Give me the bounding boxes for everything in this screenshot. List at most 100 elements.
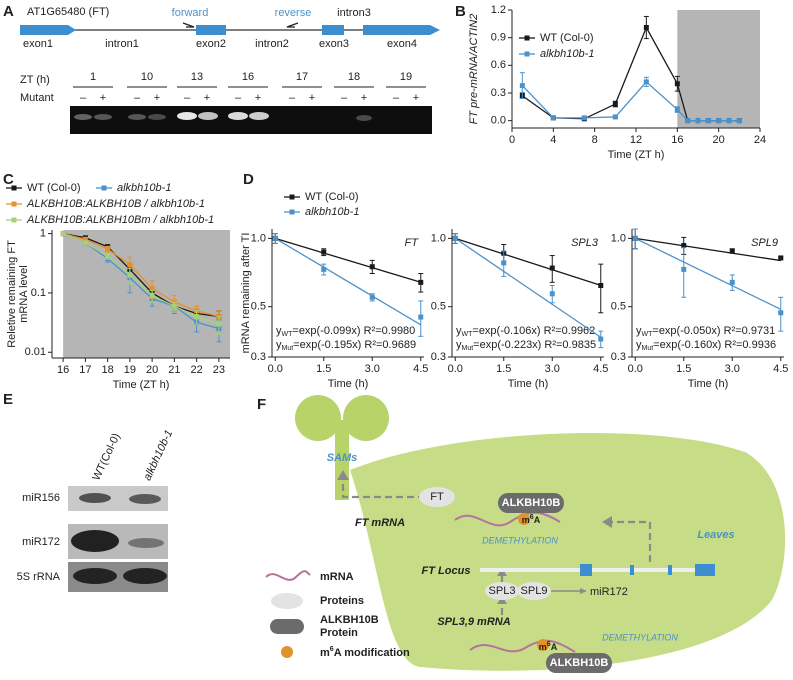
- y-axis-label: mRNA remaining after TI: [240, 233, 252, 354]
- legend-marker: [11, 201, 17, 207]
- row-label: miR172: [22, 536, 60, 548]
- legend-marker: [11, 185, 17, 191]
- intron-label: intron2: [255, 38, 289, 50]
- panel-label: C: [3, 171, 14, 188]
- data-point: [369, 294, 375, 300]
- data-point: [149, 285, 155, 291]
- legend-label: ALKBH10B:ALKBH10B / alkbh10b-1: [26, 198, 205, 210]
- label-part: A: [534, 515, 541, 525]
- label-part: 6: [547, 641, 551, 648]
- primer-arrow: [286, 22, 299, 28]
- band: [128, 114, 146, 120]
- composite-label: yWT=exp(-0.050x) R²=0.9731: [636, 325, 775, 338]
- data-point: [549, 291, 555, 297]
- panel-label: B: [455, 3, 466, 20]
- protein: [517, 582, 551, 600]
- data-point: [369, 264, 375, 270]
- locus-label: FT Locus: [422, 565, 471, 577]
- data-point: [736, 118, 742, 124]
- lane-label: 19: [400, 71, 412, 83]
- data-point: [127, 272, 133, 278]
- x-axis-label: Time (h): [508, 378, 549, 390]
- panel-label: E: [3, 391, 13, 408]
- exon: [580, 564, 592, 576]
- mrna: [469, 639, 576, 653]
- label-part: y: [636, 339, 642, 351]
- legend-marker: [524, 35, 530, 41]
- shaded-region: [677, 10, 760, 128]
- exon: [630, 565, 634, 575]
- mrna-label: FT mRNA: [355, 517, 405, 529]
- x-tick-label: 8: [592, 134, 598, 146]
- lane-label: 10: [141, 71, 153, 83]
- y-tick-label: 0.6: [491, 59, 506, 71]
- lane-label: WT(Col-0): [90, 431, 122, 482]
- exon-label: exon4: [387, 38, 417, 50]
- mirna-label: miR172: [590, 586, 628, 598]
- genotype-label: –: [184, 92, 191, 104]
- y-tick-label: 0.01: [25, 346, 46, 358]
- x-tick-label: 23: [213, 364, 225, 376]
- label-part: m: [539, 642, 547, 652]
- band: [128, 538, 164, 548]
- x-tick-label: 1.5: [496, 363, 511, 375]
- label-part: y: [276, 339, 282, 351]
- data-point: [549, 265, 555, 271]
- x-tick-label: 4.5: [413, 363, 428, 375]
- row-label: miR156: [22, 492, 60, 504]
- data-point: [105, 246, 111, 252]
- plot-title: SPL3: [571, 237, 599, 249]
- legend-alkbh10b: [270, 619, 304, 634]
- x-tick-label: 18: [102, 364, 114, 376]
- fit-line: [274, 237, 422, 326]
- label-part: WT: [282, 331, 294, 338]
- mrna-label: SPL3,9 mRNA: [437, 616, 510, 628]
- gene-diagram: AT1G65480 (FT) forward reverse exon1 exo…: [20, 6, 440, 50]
- data-point: [501, 260, 507, 266]
- data-point: [685, 118, 691, 124]
- x-tick-label: 0.0: [268, 363, 283, 375]
- y-tick-label: 1: [40, 228, 46, 240]
- legend-label: alkbh10b-1: [305, 206, 359, 218]
- data-point: [82, 236, 88, 242]
- x-tick-label: 21: [168, 364, 180, 376]
- label-part: m: [320, 647, 330, 659]
- composite-label: m6A: [522, 514, 541, 526]
- data-point: [681, 243, 687, 249]
- legend-label: ALKBH10B:ALKBH10Bm / alkbh10b-1: [26, 214, 214, 226]
- data-point: [216, 321, 222, 327]
- label-part: y: [456, 339, 462, 351]
- data-point: [705, 118, 711, 124]
- label-part: y: [276, 325, 282, 337]
- label-part: =exp(-0.223x) R²=0.9835: [473, 339, 596, 351]
- panel-label: F: [257, 396, 266, 413]
- fit-line: [275, 237, 421, 283]
- data-point: [695, 118, 701, 124]
- primer-label: reverse: [275, 7, 312, 19]
- data-point: [581, 115, 587, 121]
- lane-label: 18: [348, 71, 360, 83]
- fit-line: [634, 237, 782, 310]
- data-point: [149, 293, 155, 299]
- label-part: WT: [642, 331, 654, 338]
- lane-label: alkbh10b-1: [141, 428, 175, 482]
- data-point: [452, 235, 458, 241]
- alkbh10b-protein: [498, 493, 564, 513]
- protein: [419, 487, 455, 507]
- data-point: [550, 115, 556, 121]
- label-part: 6: [330, 646, 334, 653]
- data-point: [194, 314, 200, 320]
- label-part: =exp(-0.050x) R²=0.9731: [652, 325, 775, 337]
- band: [71, 530, 119, 552]
- composite-label: yMut=exp(-0.195x) R²=0.9689: [276, 339, 416, 352]
- intron-label: intron3: [337, 7, 371, 19]
- label-part: =exp(-0.195x) R²=0.9689: [293, 339, 416, 351]
- x-tick-label: 0.0: [448, 363, 463, 375]
- data-point: [643, 79, 649, 85]
- data-point: [632, 235, 638, 241]
- data-point: [674, 107, 680, 113]
- series-line: [62, 233, 220, 325]
- band: [148, 114, 166, 120]
- exon-label: exon1: [23, 38, 53, 50]
- genotype-label: +: [154, 92, 160, 104]
